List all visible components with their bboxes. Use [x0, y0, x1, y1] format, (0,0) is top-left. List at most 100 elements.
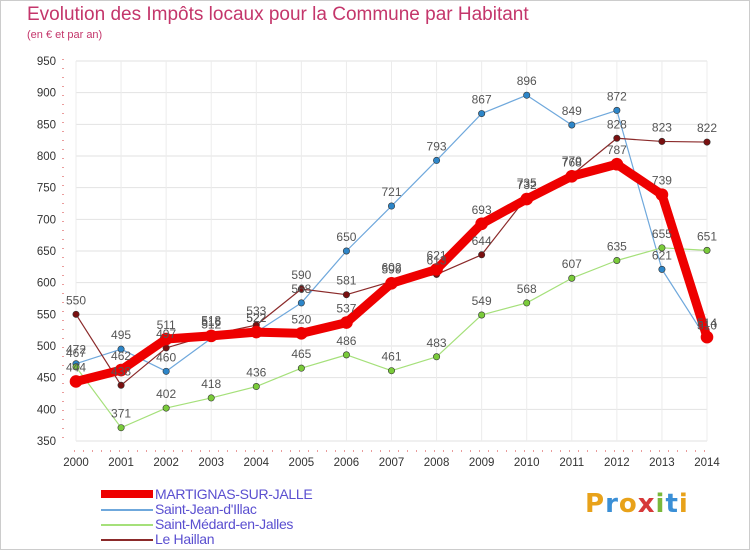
data-label: 635 [607, 240, 627, 254]
data-label: 550 [66, 293, 86, 307]
logo-letter: t [665, 489, 679, 519]
legend-label: MARTIGNAS-SUR-JALLE [155, 486, 313, 502]
data-point [295, 327, 308, 340]
data-point [69, 375, 83, 388]
data-label: 460 [156, 350, 176, 364]
data-label: 607 [562, 257, 582, 271]
data-label: 823 [652, 120, 672, 134]
data-point [207, 394, 215, 402]
data-label: 514 [697, 316, 717, 330]
legend-swatch [101, 539, 153, 541]
data-point [162, 367, 170, 375]
data-point [478, 251, 486, 259]
data-label: 444 [66, 360, 86, 374]
data-label: 520 [291, 312, 311, 326]
data-point [72, 363, 80, 371]
data-label: 465 [291, 347, 311, 361]
data-point [703, 138, 711, 146]
data-point [568, 274, 576, 282]
legend-label: Saint-Jean-d'Illac [155, 501, 257, 517]
data-point [658, 137, 666, 145]
data-label: 461 [381, 350, 401, 364]
data-point [565, 169, 579, 183]
legend-swatch [101, 524, 153, 526]
data-label: 522 [246, 311, 266, 325]
y-tick-label: 950 [37, 56, 56, 68]
data-label: 644 [472, 234, 492, 248]
logo-letter: i [655, 489, 666, 519]
logo-letter: r [605, 489, 619, 519]
data-label: 828 [607, 117, 627, 131]
data-point [655, 188, 669, 201]
data-point [162, 404, 170, 412]
data-label: 581 [336, 274, 356, 288]
data-point [72, 310, 80, 318]
data-point [117, 381, 125, 389]
logo-letter: o [618, 489, 638, 519]
x-tick-label: 2001 [108, 457, 134, 469]
data-label: 613 [427, 253, 447, 267]
y-tick-label: 550 [37, 309, 56, 321]
data-point [478, 311, 486, 319]
y-tick-label: 900 [37, 88, 56, 100]
data-label: 599 [381, 262, 401, 276]
data-point [613, 106, 621, 114]
data-label: 849 [562, 104, 582, 118]
data-label: 793 [427, 139, 447, 153]
data-label: 770 [562, 154, 582, 168]
data-label: 537 [336, 302, 356, 316]
y-tick-label: 850 [37, 119, 56, 131]
y-tick-label: 700 [37, 214, 56, 226]
data-label: 438 [111, 364, 131, 378]
y-tick-label: 600 [37, 278, 56, 290]
data-point [204, 329, 218, 343]
x-tick-label: 2013 [649, 457, 675, 469]
data-label: 511 [157, 318, 176, 332]
data-label: 462 [111, 349, 131, 363]
data-label: 522 [246, 311, 266, 325]
data-point [159, 332, 173, 346]
data-label: 497 [156, 327, 176, 341]
data-point [610, 157, 624, 171]
data-label: 735 [517, 176, 537, 190]
data-label: 518 [201, 314, 221, 328]
x-tick-label: 2004 [243, 457, 269, 469]
data-point [613, 256, 621, 264]
data-label: 655 [652, 227, 672, 241]
data-label: 896 [517, 74, 537, 88]
data-label: 512 [201, 317, 221, 331]
data-label: 768 [562, 155, 582, 169]
data-label: 872 [607, 89, 627, 103]
legend-swatch [101, 509, 153, 511]
data-point [523, 299, 531, 307]
data-point [658, 265, 666, 273]
data-label: 651 [697, 229, 717, 243]
x-tick-label: 2002 [153, 457, 179, 469]
data-point [433, 156, 441, 164]
data-point [703, 246, 711, 254]
x-tick-label: 2011 [559, 457, 584, 469]
x-tick-label: 2012 [604, 457, 630, 469]
x-tick-label: 2003 [198, 457, 224, 469]
data-label: 510 [697, 319, 717, 333]
data-label: 472 [66, 343, 86, 357]
data-label: 867 [472, 93, 492, 107]
y-tick-label: 450 [37, 373, 56, 385]
data-point [297, 364, 305, 372]
logo-letter: x [637, 489, 656, 519]
legend-label: Saint-Médard-en-Jalles [155, 516, 294, 532]
logo-letter: i [678, 489, 689, 519]
data-point [117, 424, 125, 432]
data-point [340, 316, 353, 329]
data-label: 822 [697, 121, 717, 135]
data-point [252, 383, 260, 391]
data-label: 533 [246, 304, 266, 318]
data-point [387, 202, 395, 210]
data-label: 371 [111, 407, 131, 421]
data-label: 721 [381, 185, 401, 199]
data-point [249, 325, 263, 339]
series-lines [69, 91, 714, 432]
y-tick-label: 400 [37, 404, 56, 416]
legend-label: Le Haillan [155, 531, 215, 547]
